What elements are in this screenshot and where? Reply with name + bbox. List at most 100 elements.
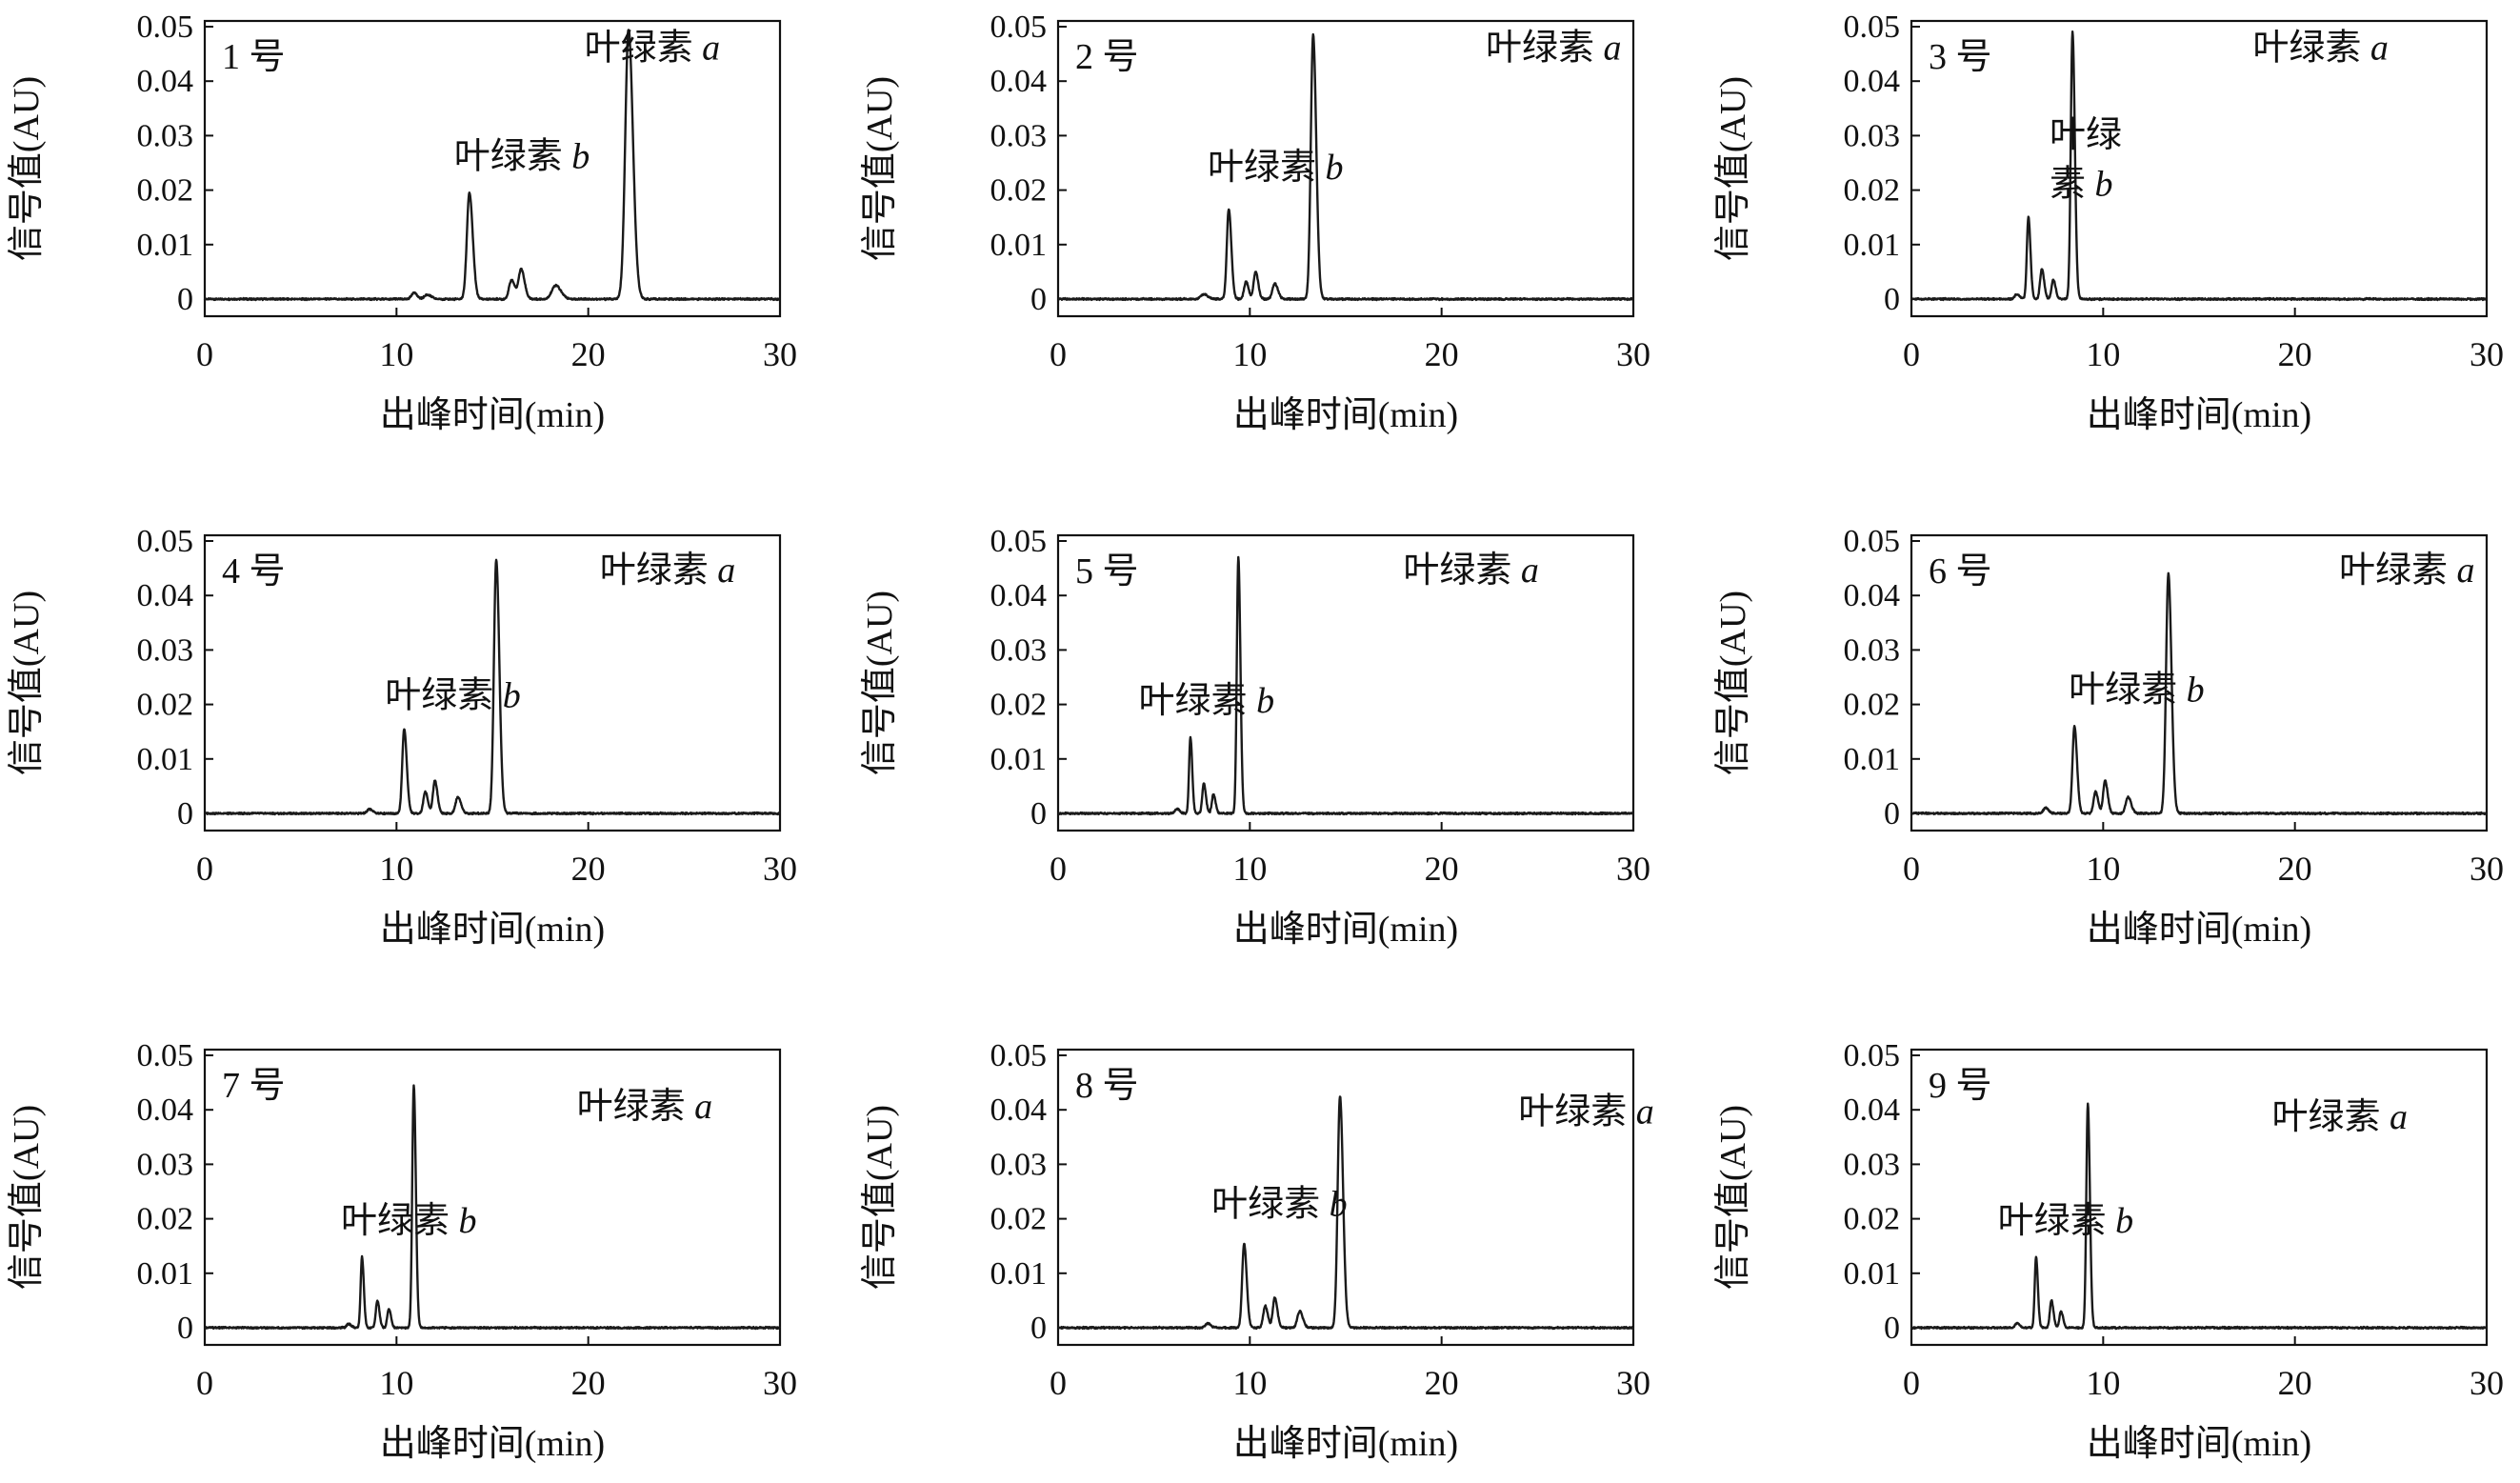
x-tick-label: 20 [1425,335,1459,373]
y-axis-label: 信号值(AU) [860,76,900,261]
x-tick-label: 20 [1425,1364,1459,1402]
x-axis-label: 出峰时间(min) [2087,910,2311,950]
panel-title: 8 号 [1075,1066,1139,1106]
panel-8: 0 0.01 0.02 0.03 0.04 0.05 0 10 20 30 出峰时间(min) 信号值… [860,1038,1654,1464]
x-tick-label: 20 [2278,335,2312,373]
plot-frame [1910,533,2489,832]
x-tick-label: 30 [2470,335,2504,373]
y-tick-label: 0.04 [990,64,1048,99]
y-tick-label: 0 [1030,1311,1047,1346]
x-axis-label: 出峰时间(min) [2087,395,2311,435]
y-tick-label: 0.03 [990,1147,1048,1182]
chromatogram-line [1910,1102,2488,1331]
y-tick-label: 0.01 [137,1256,194,1292]
y-tick-label: 0.02 [990,173,1048,209]
x-tick-label: 20 [571,1364,606,1402]
x-tick-label: 30 [763,1364,797,1402]
panel-title: 5 号 [1075,551,1139,591]
panel-6: 0 0.01 0.02 0.03 0.04 0.05 0 10 20 30 出峰时间(min) 信号值… [1713,524,2504,950]
plot-frame [203,533,782,832]
peak-annotation: 叶绿素 b [1998,1201,2134,1241]
panel-title: 4 号 [222,551,286,591]
y-tick-label: 0.02 [990,1202,1048,1237]
y-tick-label: 0.05 [137,1038,194,1073]
y-tick-label: 0.05 [990,1038,1048,1073]
x-tick-label: 0 [1050,335,1067,373]
peak-annotation: 叶绿 [2050,115,2122,155]
chromatogram-line [204,1084,782,1331]
y-tick-label: 0.02 [137,1202,194,1237]
y-tick-label: 0 [177,282,193,317]
y-tick-label: 0 [1884,282,1900,317]
panel-9: 0 0.01 0.02 0.03 0.04 0.05 0 10 20 30 出峰时间(min) 信号值… [1713,1038,2504,1464]
y-tick-label: 0.03 [1844,632,1901,668]
x-tick-label: 30 [2470,850,2504,888]
y-tick-label: 0 [1030,796,1047,832]
plot-frame [203,19,782,318]
y-tick-label: 0.01 [990,228,1048,263]
x-axis-label: 出峰时间(min) [380,1424,605,1464]
chromatogram-line [1910,30,2488,302]
x-tick-label: 0 [1903,335,1920,373]
x-tick-label: 10 [1232,850,1267,888]
y-tick-label: 0.04 [990,1092,1048,1128]
peak-annotation: 叶绿素 a [577,1087,713,1127]
y-tick-label: 0.05 [1844,524,1901,559]
y-tick-label: 0.02 [1844,173,1901,209]
y-tick-label: 0.03 [1844,1147,1901,1182]
y-tick-label: 0 [1884,1311,1900,1346]
peak-annotation: 叶绿素 a [1518,1092,1654,1132]
x-axis-label: 出峰时间(min) [1233,910,1458,950]
y-tick-label: 0 [177,1311,193,1346]
y-tick-label: 0.03 [137,118,194,153]
panel-2: 0 0.01 0.02 0.03 0.04 0.05 0 10 20 30 出峰时间(min) 信号值… [860,10,1650,435]
x-tick-label: 10 [1232,335,1267,373]
x-axis-label: 出峰时间(min) [1233,395,1458,435]
panel-7: 0 0.01 0.02 0.03 0.04 0.05 0 10 20 30 出峰时间(min) 信号值… [7,1038,797,1464]
chromatogram-line [204,558,781,816]
peak-annotation: 叶绿素 a [2252,28,2389,68]
peak-annotation: 叶绿素 a [585,28,721,68]
y-tick-label: 0.05 [137,524,194,559]
x-axis-label: 出峰时间(min) [2087,1424,2311,1464]
panel-title: 9 号 [1929,1066,1992,1106]
panel-1: 0 0.01 0.02 0.03 0.04 0.05 0 10 20 30 出峰时间(min) 信号值… [7,10,797,435]
chromatogram-line [1057,555,1635,816]
peak-annotation: 叶绿素 a [1403,551,1539,591]
peak-annotation: 叶绿素 b [1211,1185,1348,1225]
y-tick-label: 0.04 [137,64,194,99]
y-tick-label: 0.05 [990,10,1048,45]
y-tick-label: 0.03 [990,632,1048,668]
y-tick-label: 0.04 [1844,578,1901,613]
y-tick-label: 0.01 [990,1256,1048,1292]
x-tick-label: 10 [2086,850,2120,888]
panel-4: 0 0.01 0.02 0.03 0.04 0.05 0 10 20 30 出峰时间(min) 信号值… [7,524,797,950]
y-tick-label: 0.05 [1844,1038,1901,1073]
x-tick-label: 0 [1050,850,1067,888]
peak-annotation: 叶绿素 a [2272,1097,2409,1137]
y-tick-label: 0.03 [137,632,194,668]
y-tick-label: 0 [177,796,193,832]
x-tick-label: 0 [196,1364,213,1402]
x-axis-label: 出峰时间(min) [380,395,605,435]
x-tick-label: 30 [1616,850,1650,888]
peak-annotation: 叶绿素 a [2339,551,2475,591]
x-tick-label: 20 [2278,850,2312,888]
y-axis-label: 信号值(AU) [7,76,47,261]
y-axis-label: 信号值(AU) [860,1105,900,1290]
y-tick-label: 0.02 [137,688,194,723]
x-tick-label: 30 [2470,1364,2504,1402]
y-tick-label: 0.01 [1844,1256,1901,1292]
x-tick-label: 30 [763,335,797,373]
x-axis-label: 出峰时间(min) [1233,1424,1458,1464]
y-axis-label: 信号值(AU) [7,1105,47,1290]
x-tick-label: 20 [571,850,606,888]
x-tick-label: 10 [2086,1364,2120,1402]
x-tick-label: 10 [1232,1364,1267,1402]
y-tick-label: 0.01 [1844,742,1901,777]
y-tick-label: 0 [1884,796,1900,832]
y-tick-label: 0.05 [990,524,1048,559]
x-tick-label: 0 [1903,1364,1920,1402]
plot-frame [1910,19,2489,318]
plot-frame [1056,533,1635,832]
